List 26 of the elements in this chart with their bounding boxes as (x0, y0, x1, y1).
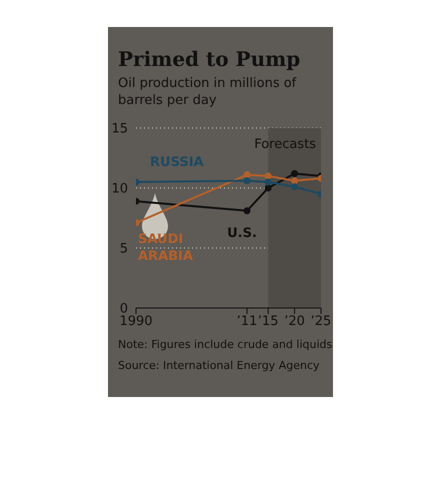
y-tick-label: 5 (120, 242, 128, 257)
chart-subtitle: Oil production in millions of barrels per day (118, 75, 298, 109)
series-label: SAUDI ARABIA (138, 232, 193, 264)
text: Note: Figures include crude and liquids (118, 337, 332, 352)
point (264, 184, 272, 192)
point (291, 183, 298, 190)
chart-title: Primed to Pump (118, 47, 300, 71)
band-label: Forecasts (254, 137, 316, 152)
source-note: Source: International Energy Agency (118, 358, 320, 373)
x-tick-label: ’20 (284, 314, 305, 330)
point (291, 170, 298, 178)
y-tick-label: 0 (120, 302, 128, 317)
x-tick-label: 1990 (119, 314, 153, 330)
point (244, 207, 250, 214)
point (244, 177, 250, 184)
series-label: U.S. (227, 226, 257, 241)
series-label: RUSSIA (150, 155, 204, 170)
point (291, 177, 298, 184)
point (264, 172, 272, 180)
x-tick-label: ’25 (310, 314, 332, 330)
y-tick-label: 15 (111, 122, 128, 137)
point (244, 171, 250, 178)
point (264, 178, 272, 186)
y-tick-label: 10 (111, 182, 128, 197)
x-tick-label: ’11 (236, 314, 258, 330)
x-tick-label: ’15 (258, 314, 278, 330)
